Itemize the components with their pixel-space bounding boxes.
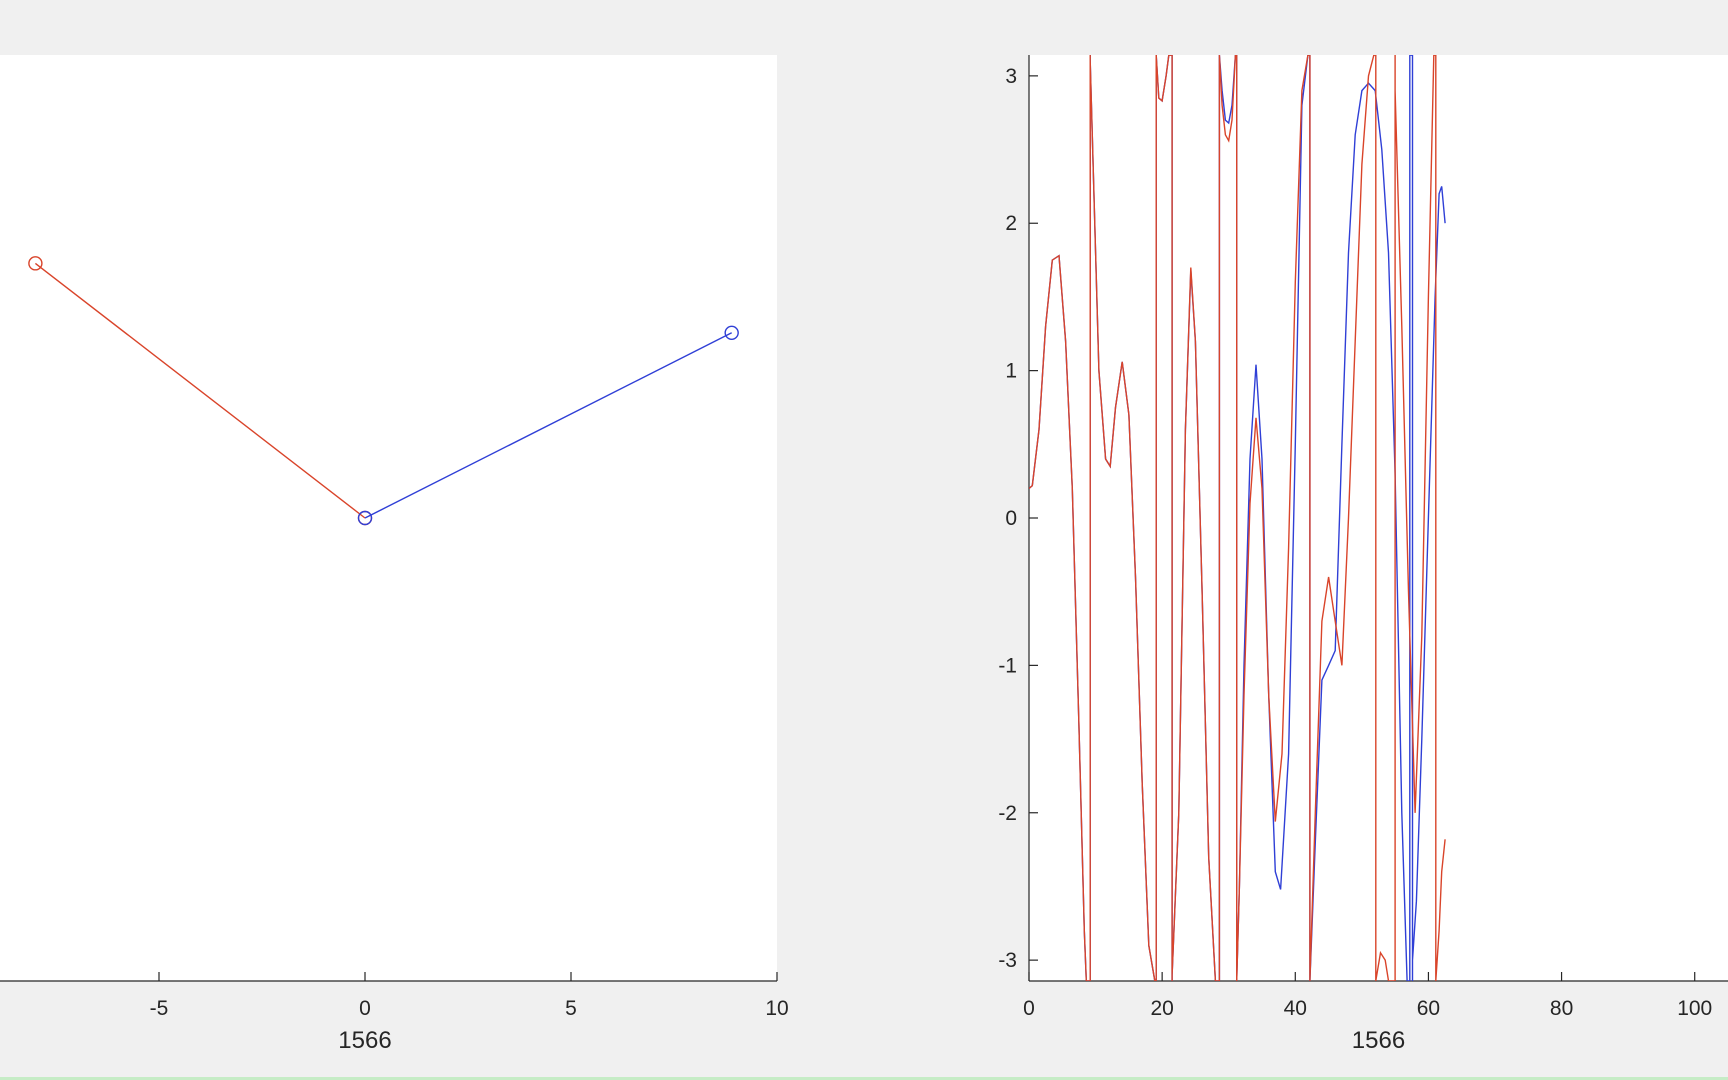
bottom-edge-strip <box>0 1077 1728 1080</box>
x-tick-label: 40 <box>1284 997 1307 1020</box>
x-tick-label: 20 <box>1150 997 1173 1020</box>
series-line-1 <box>1029 55 1446 981</box>
series-marker <box>724 325 739 340</box>
series-marker <box>357 510 373 526</box>
y-tick-label: -3 <box>998 949 1017 972</box>
series-line-0 <box>34 262 366 519</box>
x-tick-label: 5 <box>565 997 577 1020</box>
y-tick-label: 3 <box>1005 65 1017 88</box>
x-tick-label: 80 <box>1550 997 1573 1020</box>
y-tick-label: 2 <box>1005 212 1017 235</box>
x-axis-label: 1566 <box>338 1027 391 1054</box>
x-tick-label: 10 <box>765 997 788 1020</box>
x-tick-label: -5 <box>150 997 169 1020</box>
y-tick-label: -1 <box>998 654 1017 677</box>
plot-area <box>1029 55 1728 981</box>
series-group <box>28 256 739 526</box>
series-group <box>1029 55 1446 981</box>
series-line-1 <box>364 332 733 519</box>
x-tick-label: 60 <box>1417 997 1440 1020</box>
x-tick-label: 100 <box>1677 997 1712 1020</box>
y-tick-label: -2 <box>998 802 1017 825</box>
x-axis-label: 1566 <box>1352 1027 1405 1054</box>
x-tick-label: 0 <box>1023 997 1035 1020</box>
series-marker <box>28 256 43 271</box>
y-tick-label: 1 <box>1005 360 1017 383</box>
x-tick-label: 0 <box>359 997 371 1020</box>
y-tick-label: 0 <box>1005 507 1017 530</box>
axes-right: 0 20 40 60 80 100 1566 -3 -2 -1 0 1 2 3 <box>998 55 1728 1054</box>
plot-area <box>0 55 777 981</box>
